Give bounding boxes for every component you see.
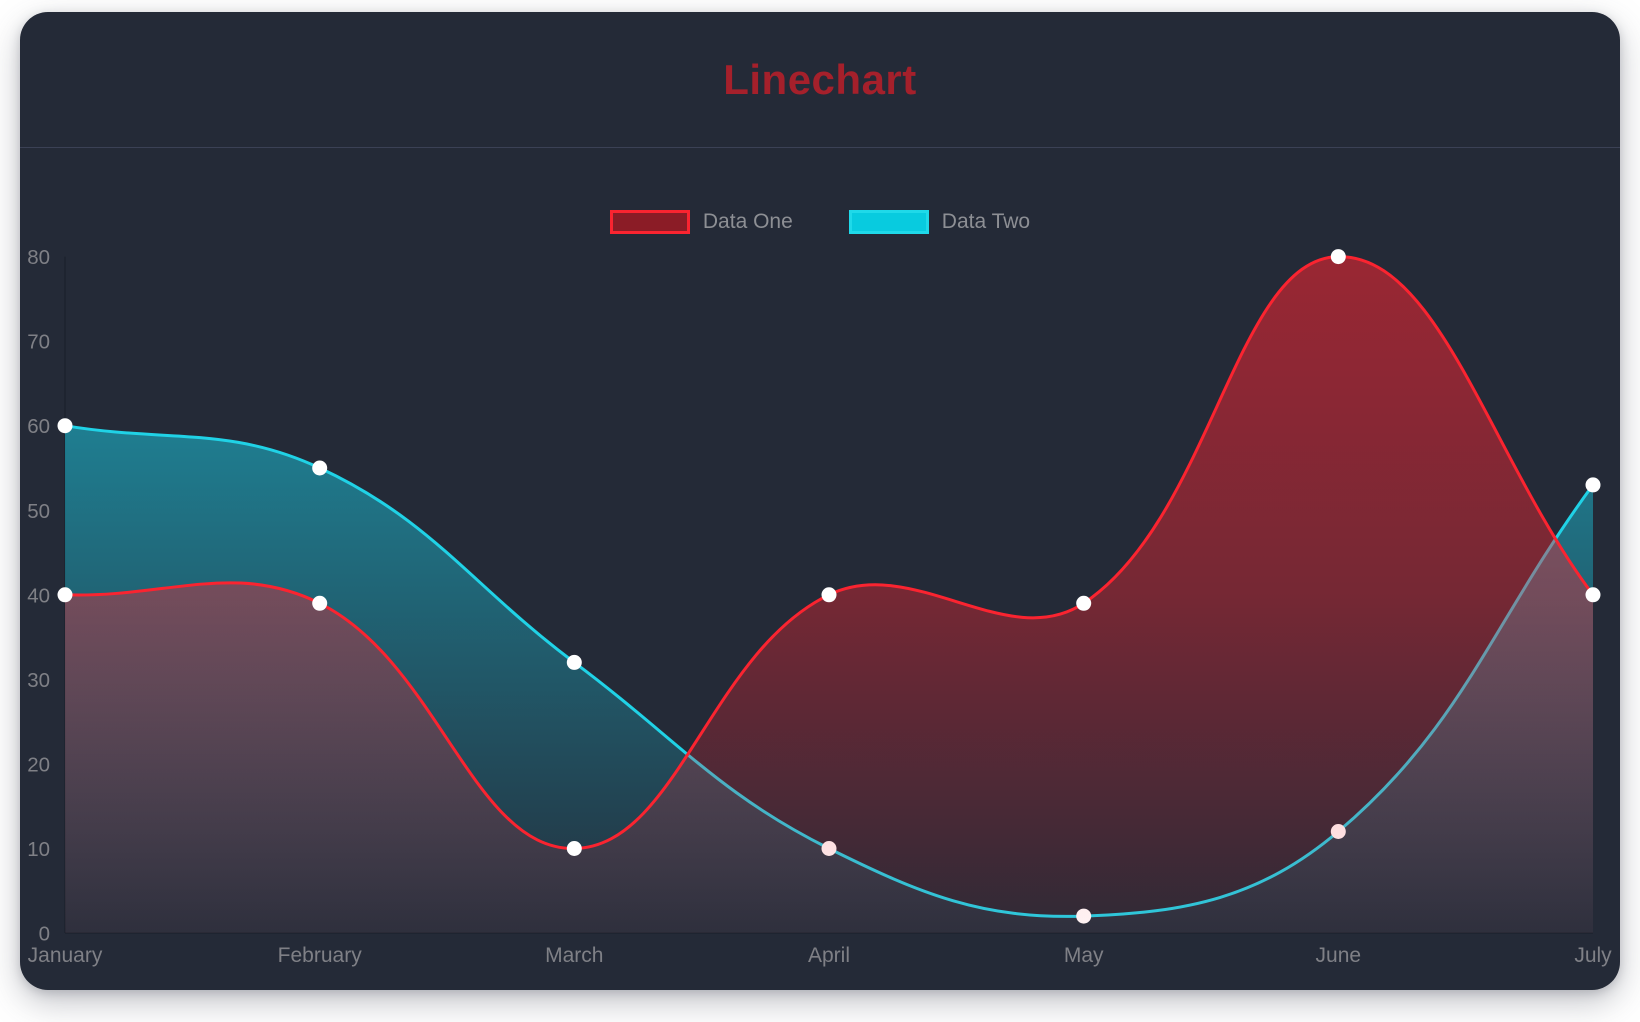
y-tick-label: 40	[27, 584, 50, 607]
series-line-0	[63, 255, 1595, 851]
y-tick-label: 10	[27, 838, 50, 861]
data-point[interactable]	[312, 460, 328, 476]
y-tick-label: 0	[39, 923, 50, 946]
x-tick-label: April	[808, 944, 850, 967]
data-point[interactable]	[1330, 249, 1346, 265]
y-tick-label: 20	[27, 753, 50, 776]
series-area-0	[65, 256, 1593, 933]
legend: Data One Data Two	[20, 210, 1620, 234]
data-point[interactable]	[1076, 595, 1092, 611]
legend-item-data-two[interactable]: Data Two	[848, 210, 1031, 234]
legend-label-data-one: Data One	[702, 210, 793, 233]
x-tick-label: May	[1064, 944, 1104, 967]
x-tick-label: July	[1574, 944, 1612, 967]
legend-swatch-data-two	[848, 210, 929, 234]
legend-item-data-one[interactable]: Data One	[609, 210, 793, 234]
chart-title: Linechart	[723, 55, 917, 103]
legend-label-data-two: Data Two	[941, 210, 1031, 233]
x-tick-label: February	[278, 944, 363, 967]
chart-header: Linechart	[20, 12, 1620, 147]
data-point[interactable]	[312, 595, 328, 611]
y-tick-label: 70	[27, 331, 50, 354]
x-tick-label: January	[28, 944, 103, 967]
chart-card: 0 10 20 30 40 50 60 70 80 January February March Apr…	[20, 12, 1620, 990]
x-tick-label: March	[545, 944, 603, 967]
y-tick-label: 50	[27, 500, 50, 523]
data-point[interactable]	[821, 587, 837, 603]
data-point[interactable]	[566, 654, 582, 670]
data-point[interactable]	[57, 418, 73, 434]
data-point[interactable]	[566, 841, 582, 856]
legend-swatch-data-one	[609, 210, 690, 234]
title-divider	[20, 147, 1620, 148]
y-tick-label: 80	[27, 246, 50, 269]
data-point[interactable]	[1585, 477, 1601, 493]
x-tick-label: June	[1316, 944, 1362, 967]
data-point[interactable]	[1585, 587, 1601, 603]
linechart-canvas[interactable]: 0 10 20 30 40 50 60 70 80 January February March Apr…	[20, 12, 1620, 990]
y-tick-label: 30	[27, 669, 50, 692]
y-tick-label: 60	[27, 415, 50, 438]
data-point[interactable]	[57, 587, 73, 603]
